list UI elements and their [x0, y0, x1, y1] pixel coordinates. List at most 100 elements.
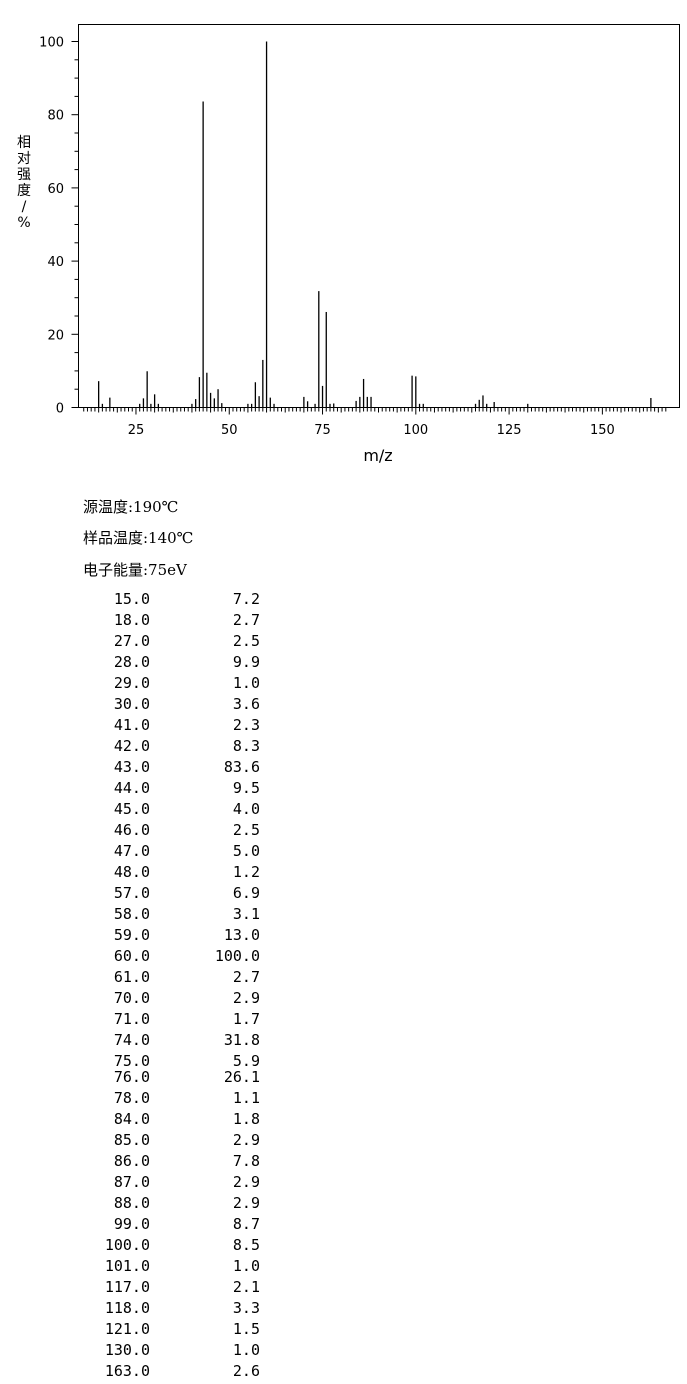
peak-row: 18.0 2.7	[0, 612, 300, 633]
peak-abundance: 1.7	[232, 1010, 260, 1028]
peak-mz: 30.0	[113, 695, 150, 713]
x-tick-label: 100	[403, 423, 428, 438]
peak-mz: 101.0	[104, 1257, 150, 1275]
x-axis: 25 50 75 100 125 150	[83, 407, 667, 438]
peak-abundance: 2.1	[232, 1278, 260, 1296]
peak-row: 117.0 2.1	[0, 1279, 300, 1300]
peak-row: 60.0 100.0	[0, 948, 300, 969]
peak-row: 130.0 1.0	[0, 1342, 300, 1363]
peak-abundance: 2.5	[232, 821, 260, 839]
peak-row: 44.0 9.5	[0, 780, 300, 801]
peak-abundance: 3.6	[232, 695, 260, 713]
peak-abundance: 100.0	[214, 947, 260, 965]
x-tick-label: 150	[590, 423, 615, 438]
x-tick-label: 75	[314, 423, 331, 438]
peak-row: 101.0 1.0	[0, 1258, 300, 1279]
peak-row: 87.0 2.9	[0, 1174, 300, 1195]
source-temperature: 源温度:190℃	[83, 498, 179, 516]
plot-frame	[78, 24, 680, 408]
peak-row: 30.0 3.6	[0, 696, 300, 717]
peak-row: 15.0 7.2	[0, 591, 300, 612]
peak-row: 59.0 13.0	[0, 927, 300, 948]
peak-abundance: 2.3	[232, 716, 260, 734]
peak-mz: 46.0	[113, 821, 150, 839]
peak-mz: 88.0	[113, 1194, 150, 1212]
peak-row: 70.0 2.9	[0, 990, 300, 1011]
peak-mz: 87.0	[113, 1173, 150, 1191]
peak-abundance: 8.5	[232, 1236, 260, 1254]
peak-row: 48.0 1.2	[0, 864, 300, 885]
peak-abundance: 9.9	[232, 653, 260, 671]
peak-mz: 71.0	[113, 1010, 150, 1028]
peak-mz: 76.0	[113, 1068, 150, 1086]
peak-abundance: 2.9	[232, 1194, 260, 1212]
peak-abundance: 7.2	[232, 590, 260, 608]
peak-abundance: 1.0	[232, 1341, 260, 1359]
peak-mz: 99.0	[113, 1215, 150, 1233]
peak-abundance: 2.7	[232, 968, 260, 986]
peak-mz: 47.0	[113, 842, 150, 860]
x-tick-label: 25	[128, 423, 145, 438]
peak-mz: 48.0	[113, 863, 150, 881]
peak-abundance: 8.3	[232, 737, 260, 755]
peak-abundance: 8.7	[232, 1215, 260, 1233]
peak-row: 27.0 2.5	[0, 633, 300, 654]
peak-abundance: 7.8	[232, 1152, 260, 1170]
peak-mz: 61.0	[113, 968, 150, 986]
peak-row: 74.0 31.8	[0, 1032, 300, 1053]
peak-row: 99.0 8.7	[0, 1216, 300, 1237]
peak-row: 41.0 2.3	[0, 717, 300, 738]
peak-row: 76.0 26.1	[0, 1069, 300, 1090]
peak-mz: 58.0	[113, 905, 150, 923]
peak-mz: 70.0	[113, 989, 150, 1007]
peak-row: 28.0 9.9	[0, 654, 300, 675]
peak-abundance: 13.0	[223, 926, 260, 944]
peak-mz: 44.0	[113, 779, 150, 797]
y-axis-label-char: 相	[17, 135, 31, 151]
peak-mz: 117.0	[104, 1278, 150, 1296]
peak-row: 43.0 83.6	[0, 759, 300, 780]
peak-row: 71.0 1.7	[0, 1011, 300, 1032]
peak-abundance: 31.8	[223, 1031, 260, 1049]
y-tick-label: 60	[47, 182, 64, 197]
peak-mz: 84.0	[113, 1110, 150, 1128]
peak-mz: 118.0	[104, 1299, 150, 1317]
sample-temperature: 样品温度:140℃	[83, 529, 194, 547]
peak-abundance: 2.9	[232, 1131, 260, 1149]
peak-abundance: 2.9	[232, 1173, 260, 1191]
peak-row: 46.0 2.5	[0, 822, 300, 843]
peak-row: 86.0 7.8	[0, 1153, 300, 1174]
peak-mz: 28.0	[113, 653, 150, 671]
y-tick-label: 0	[56, 402, 64, 417]
peak-row: 45.0 4.0	[0, 801, 300, 822]
peak-row: 57.0 6.9	[0, 885, 300, 906]
peak-abundance: 1.1	[232, 1089, 260, 1107]
peak-mz: 60.0	[113, 947, 150, 965]
peak-abundance: 1.5	[232, 1320, 260, 1338]
peak-row: 84.0 1.8	[0, 1111, 300, 1132]
spectrum-bars	[98, 41, 652, 408]
peak-mz: 57.0	[113, 884, 150, 902]
peak-mz: 100.0	[104, 1236, 150, 1254]
y-axis-label-char: 强	[17, 167, 31, 183]
peak-abundance: 9.5	[232, 779, 260, 797]
peak-mz: 29.0	[113, 674, 150, 692]
peak-mz: 43.0	[113, 758, 150, 776]
peak-abundance: 3.1	[232, 905, 260, 923]
peak-abundance: 2.6	[232, 1362, 260, 1380]
peak-row: 58.0 3.1	[0, 906, 300, 927]
y-axis-label-char: 对	[17, 151, 31, 167]
y-tick-label: 20	[47, 328, 64, 343]
peak-row: 61.0 2.7	[0, 969, 300, 990]
peak-abundance: 83.6	[223, 758, 260, 776]
peak-mz: 130.0	[104, 1341, 150, 1359]
peak-abundance: 4.0	[232, 800, 260, 818]
peak-abundance: 6.9	[232, 884, 260, 902]
peak-mz: 27.0	[113, 632, 150, 650]
peak-abundance: 26.1	[223, 1068, 260, 1086]
peak-row: 75.0 5.9	[0, 1053, 300, 1074]
peak-mz: 18.0	[113, 611, 150, 629]
peak-mz: 42.0	[113, 737, 150, 755]
